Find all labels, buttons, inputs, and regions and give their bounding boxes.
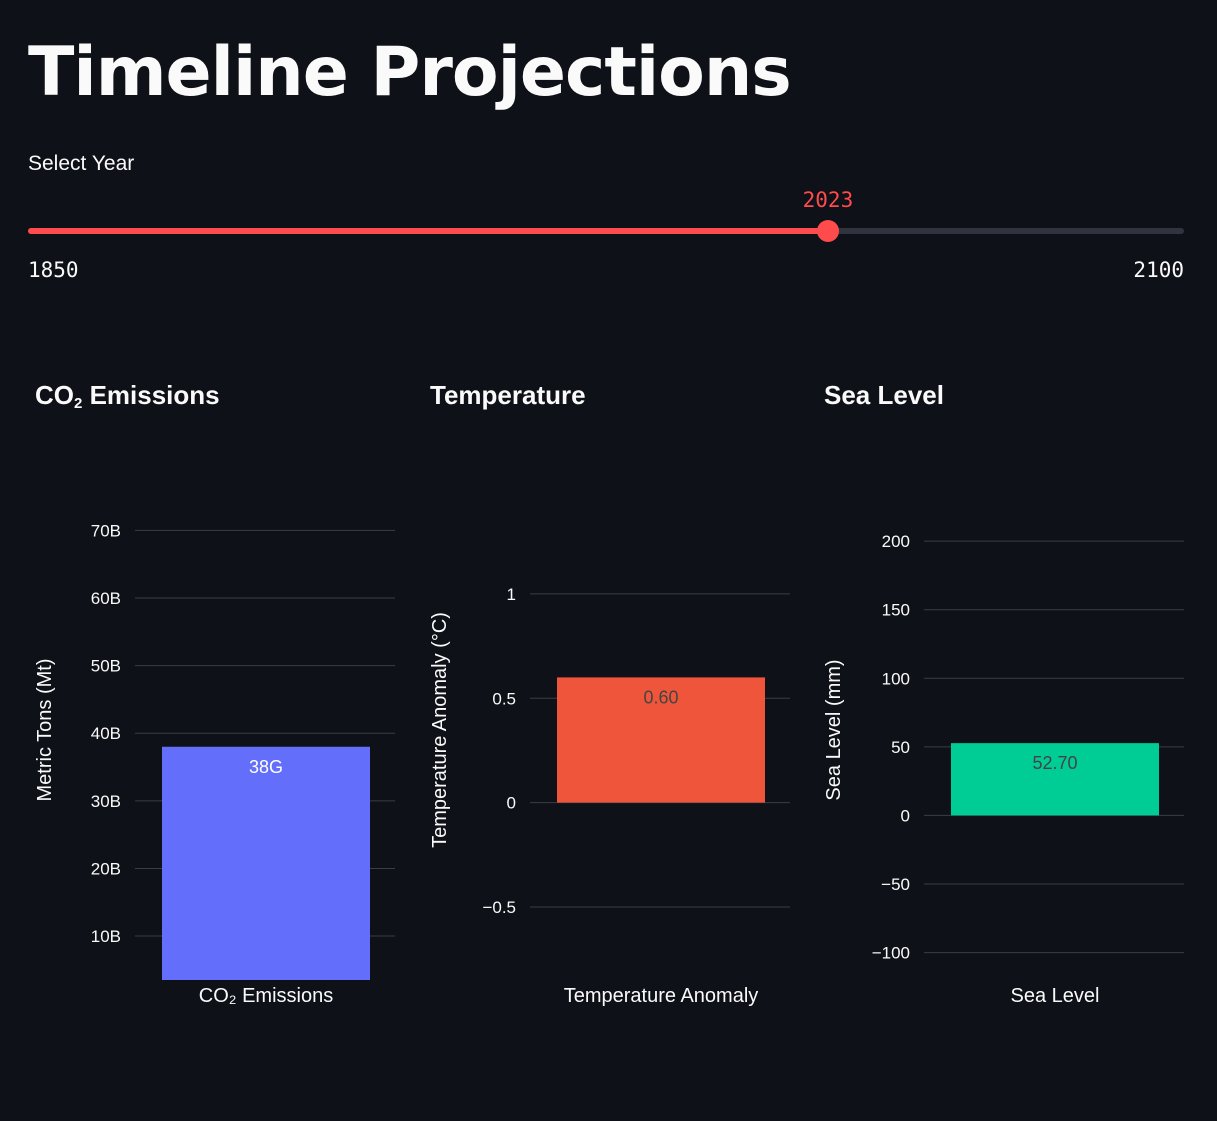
y-tick-label: 50 xyxy=(891,738,910,757)
co2-heading-sub: 2 xyxy=(74,395,83,412)
y-tick-label: 20B xyxy=(91,859,121,878)
page-title: Timeline Projections xyxy=(28,33,792,112)
bar[interactable] xyxy=(557,677,765,803)
y-tick-label: 100 xyxy=(882,669,910,688)
y-tick-label: 0.5 xyxy=(492,689,516,708)
sea-level-chart-heading: Sea Level xyxy=(824,380,944,410)
y-tick-label: 30B xyxy=(91,792,121,811)
x-category-label: Temperature Anomaly xyxy=(564,985,759,1007)
y-tick-label: 10B xyxy=(91,927,121,946)
year-slider-max: 2100 xyxy=(1133,258,1184,282)
year-slider-thumb[interactable] xyxy=(816,220,839,242)
x-category-label: Sea Level xyxy=(1011,985,1100,1007)
co2-heading-main: CO xyxy=(35,380,74,410)
year-slider-label: Select Year xyxy=(28,152,135,175)
bar[interactable] xyxy=(162,746,370,980)
x-category-label: CO₂ Emissions xyxy=(199,985,333,1007)
y-tick-label: 40B xyxy=(91,724,121,743)
year-slider-fill xyxy=(28,228,828,234)
y-tick-label: 50B xyxy=(91,657,121,676)
y-tick-label: −0.5 xyxy=(482,898,516,917)
y-tick-label: −50 xyxy=(881,875,910,894)
sea-level-chart: −100 −50 0 50 100 150 200 52.70 Sea Level Sea Lev… xyxy=(823,532,1184,1007)
y-axis-title: Metric Tons (Mt) xyxy=(34,659,56,802)
bar-data-label: 52.70 xyxy=(1032,753,1077,773)
year-slider-track[interactable] xyxy=(28,220,1184,242)
y-axis-title: Sea Level (mm) xyxy=(823,659,845,800)
y-tick-label: 60B xyxy=(91,589,121,608)
y-axis-title: Temperature Anomaly (°C) xyxy=(429,612,451,848)
temperature-chart-heading: Temperature xyxy=(430,380,586,410)
y-tick-label: −100 xyxy=(872,944,910,963)
bar[interactable] xyxy=(951,743,1159,816)
co2-chart-heading: CO2 Emissions xyxy=(35,380,220,412)
y-tick-label: 0 xyxy=(901,806,910,825)
bar-data-label: 0.60 xyxy=(643,687,678,707)
bar-data-label: 38G xyxy=(249,757,283,777)
co2-heading-rest: Emissions xyxy=(82,380,220,410)
y-tick-label: 70B xyxy=(91,521,121,540)
year-slider-value: 2023 xyxy=(802,188,854,212)
y-tick-label: 200 xyxy=(882,532,910,551)
year-slider-min: 1850 xyxy=(28,258,79,282)
co2-emissions-chart: 10B 20B 30B 40B 50B 60B 70B 38G CO₂ Emissions Met… xyxy=(34,521,395,1007)
y-tick-label: 150 xyxy=(882,601,910,620)
y-tick-label: 1 xyxy=(507,585,516,604)
y-tick-label: 0 xyxy=(507,794,516,813)
temperature-chart: −0.5 0 0.5 1 0.60 Temperature Anomaly Temperat… xyxy=(429,585,790,1007)
